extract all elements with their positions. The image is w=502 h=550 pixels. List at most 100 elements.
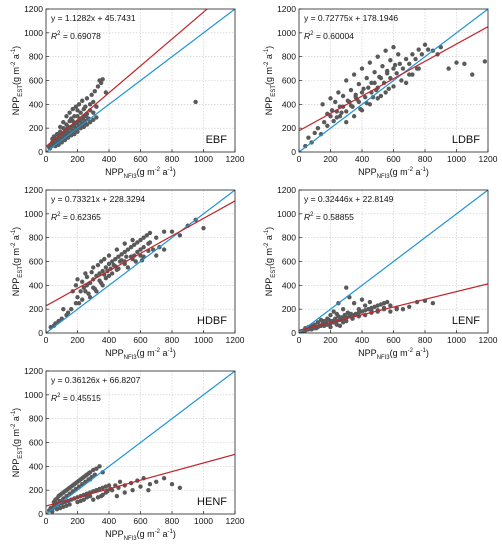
one-to-one-line — [299, 190, 488, 333]
regression-equation: y = 0.32446x + 22.8149 — [304, 194, 394, 204]
data-point — [342, 312, 347, 318]
data-point — [154, 253, 159, 258]
data-point — [375, 96, 380, 101]
data-point — [364, 75, 369, 81]
data-point — [86, 291, 91, 296]
data-point — [78, 289, 83, 294]
y-tick-label: 1200 — [24, 185, 43, 195]
data-point — [64, 114, 69, 119]
data-point — [116, 254, 121, 259]
data-point — [128, 245, 134, 250]
data-point — [344, 78, 349, 83]
data-point — [362, 94, 368, 100]
data-point — [130, 237, 135, 243]
data-point — [94, 115, 99, 120]
data-point — [169, 229, 175, 234]
data-point — [391, 84, 396, 89]
y-tick-label: 400 — [29, 280, 43, 290]
data-point — [334, 115, 339, 120]
y-tick-label: 200 — [29, 304, 43, 314]
data-point — [91, 117, 96, 123]
data-point — [366, 85, 371, 90]
data-point — [367, 299, 373, 305]
data-point — [410, 52, 415, 57]
data-point — [80, 98, 85, 103]
regression-line — [46, 200, 235, 307]
data-point — [344, 109, 349, 114]
data-point — [122, 249, 127, 255]
y-tick-label: 400 — [282, 99, 296, 109]
y-axis-label: NPPEST(g m-2 a-1) — [11, 227, 24, 296]
data-point — [344, 120, 349, 125]
data-point — [328, 312, 333, 318]
data-point — [124, 254, 129, 259]
x-tick-label: 600 — [133, 335, 147, 345]
data-point — [407, 61, 412, 67]
data-point — [372, 69, 377, 75]
panel-label: EBF — [206, 134, 228, 146]
x-tick-label: 200 — [323, 154, 337, 164]
data-point — [340, 93, 346, 99]
data-point — [74, 121, 79, 126]
y-tick-label: 400 — [29, 99, 43, 109]
data-point — [403, 56, 409, 62]
data-point — [386, 86, 391, 92]
y-tick-label: 600 — [282, 257, 296, 267]
x-tick-label: 0 — [44, 516, 49, 526]
data-point — [339, 315, 344, 320]
x-tick-label: 800 — [165, 335, 179, 345]
y-tick-label: 1000 — [24, 390, 43, 400]
data-point — [336, 90, 341, 95]
data-point — [84, 96, 90, 101]
y-tick-label: 800 — [29, 52, 43, 62]
data-point — [367, 60, 373, 65]
data-point — [80, 476, 85, 481]
data-point — [109, 259, 115, 264]
data-point — [94, 104, 99, 109]
x-tick-label: 800 — [418, 154, 432, 164]
data-point — [80, 279, 85, 284]
data-point — [161, 247, 167, 252]
data-point — [70, 106, 75, 112]
data-point — [75, 277, 80, 282]
x-tick-label: 400 — [102, 335, 116, 345]
r-squared: R2 = 0.69078 — [51, 31, 101, 41]
regression-line — [46, 9, 209, 148]
data-point — [378, 93, 384, 99]
data-point — [113, 256, 118, 262]
data-point — [348, 87, 354, 93]
regression-equation: y = 0.72775x + 178.1946 — [304, 13, 398, 23]
x-tick-label: 1200 — [226, 516, 245, 526]
data-point — [91, 110, 96, 115]
y-tick-label: 1200 — [24, 4, 43, 14]
data-point — [105, 489, 110, 494]
data-point — [345, 98, 351, 103]
data-point — [119, 252, 124, 257]
data-point — [92, 89, 98, 94]
data-point — [94, 466, 99, 471]
data-point — [86, 471, 91, 476]
data-point — [419, 52, 425, 57]
data-point — [73, 480, 79, 486]
data-point — [91, 265, 96, 270]
data-point — [454, 60, 459, 65]
data-point — [425, 47, 431, 52]
data-point — [95, 262, 101, 268]
data-point — [141, 235, 146, 240]
data-point — [106, 253, 112, 258]
data-point — [76, 102, 82, 107]
regression-equation: y = 0.73321x + 228.3294 — [51, 194, 145, 204]
x-tick-label: 0 — [44, 154, 49, 164]
data-point — [383, 90, 388, 95]
data-point — [89, 270, 94, 275]
one-to-one-line — [46, 371, 235, 514]
y-axis-label: NPPEST(g m-2 a-1) — [264, 46, 277, 115]
y-tick-label: 600 — [282, 76, 296, 86]
data-point — [122, 241, 127, 246]
data-point — [81, 285, 87, 290]
data-point — [362, 303, 368, 308]
data-point — [312, 130, 317, 136]
data-point — [54, 496, 60, 501]
data-point — [125, 247, 131, 252]
